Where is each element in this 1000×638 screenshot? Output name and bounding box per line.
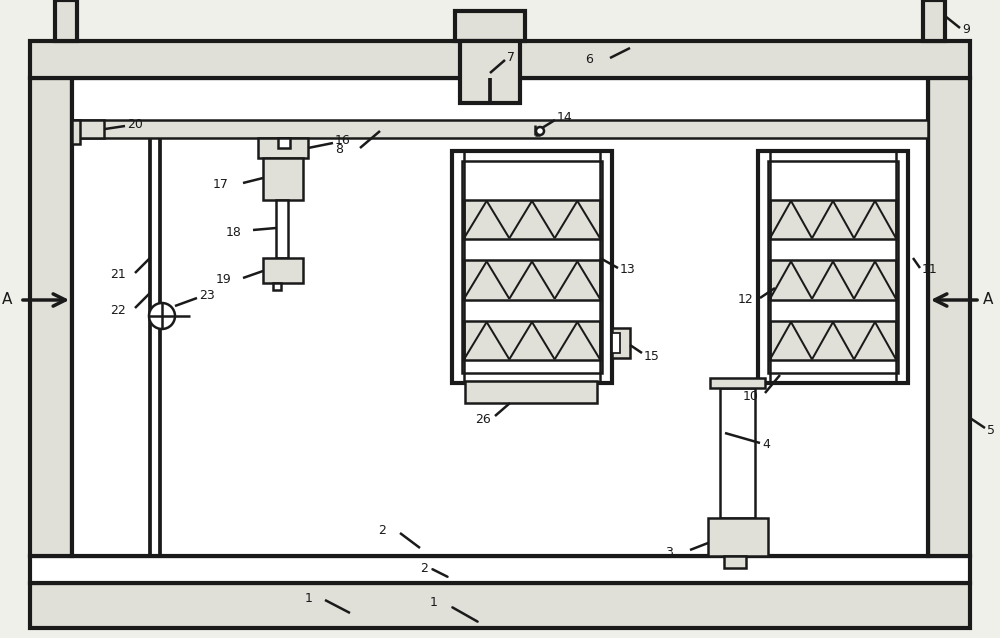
Text: A: A [2,292,12,308]
Text: 8: 8 [335,144,343,156]
Text: A: A [983,292,993,308]
Circle shape [536,127,544,135]
Text: 18: 18 [226,225,242,239]
Bar [928,78,970,556]
Text: 12: 12 [738,293,754,306]
Text: 5: 5 [987,424,995,436]
Text: 16: 16 [335,135,351,147]
Bar [612,333,620,353]
Bar [464,260,600,300]
Bar [464,200,600,239]
Bar [452,151,612,383]
Bar [464,321,600,360]
Text: 19: 19 [216,274,232,286]
Bar [30,556,970,583]
Bar [770,260,896,300]
Text: 3: 3 [665,545,673,558]
Bar [278,138,290,148]
Text: 10: 10 [743,390,759,403]
Bar [758,151,908,383]
Bar [276,200,288,258]
Bar [710,378,765,388]
Bar [720,388,755,518]
Bar [923,0,945,41]
Bar [263,158,303,200]
Bar [612,328,630,358]
Bar [770,321,896,360]
Text: 17: 17 [213,179,229,191]
Bar [72,120,104,138]
Text: 6: 6 [585,54,593,66]
Text: 15: 15 [644,350,660,362]
Bar [462,161,602,373]
Bar [455,11,525,41]
Text: 13: 13 [620,263,636,276]
Bar [724,556,746,568]
Text: 11: 11 [922,263,938,276]
Text: 2: 2 [420,561,428,574]
Bar [30,78,72,556]
Bar [72,120,80,144]
Bar [273,283,281,290]
Text: 7: 7 [507,52,515,64]
Bar [708,518,768,556]
Text: 22: 22 [110,304,126,316]
Text: 23: 23 [199,290,215,302]
Bar [770,200,896,239]
Text: 9: 9 [962,24,970,36]
Bar [258,138,308,158]
Bar [465,381,597,403]
Text: 21: 21 [110,269,126,281]
Text: 1: 1 [305,591,313,604]
Bar [30,41,970,78]
Bar [768,161,898,373]
Text: 20: 20 [127,117,143,131]
Text: 26: 26 [475,413,491,426]
Bar [72,120,928,138]
Text: 4: 4 [762,438,770,452]
Circle shape [149,303,175,329]
Bar [72,78,928,556]
Text: 2: 2 [378,524,386,537]
Text: 1: 1 [430,597,438,609]
Text: 14: 14 [557,112,573,124]
Bar [30,583,970,628]
Bar [460,41,520,103]
Bar [263,258,303,283]
Bar [55,0,77,41]
